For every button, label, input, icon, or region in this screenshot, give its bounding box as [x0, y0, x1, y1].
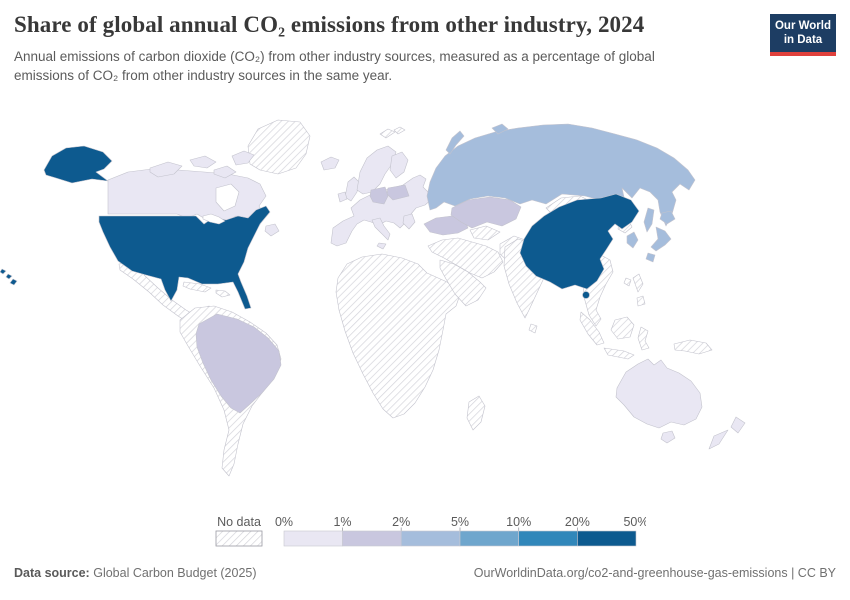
owid-logo-red-bar [770, 51, 836, 56]
region-borneo-no-data[interactable] [611, 317, 634, 339]
legend-bin-swatch-2-5[interactable] [400, 530, 461, 547]
legend-no-data: No data [215, 515, 263, 547]
page-title: Share of global annual CO₂ emissions fro… [14, 12, 645, 37]
legend-tick-label: 0% [275, 515, 293, 529]
country-italy[interactable] [372, 218, 390, 249]
legend-bin-swatch-0-1[interactable] [283, 530, 343, 547]
owid-logo[interactable]: Our World in Data [770, 14, 836, 56]
data-source: Data source: Global Carbon Budget (2025) [14, 566, 257, 580]
legend-bin-swatch-10-20[interactable] [518, 530, 578, 547]
hudson-bay [216, 184, 239, 211]
chart-subtitle: Annual emissions of carbon dioxide (CO₂)… [14, 49, 655, 84]
legend-tick-label: 20% [565, 515, 590, 529]
region-sumatra-no-data[interactable] [580, 312, 604, 345]
world-map-svg [0, 112, 850, 510]
owid-logo-text: Our World in Data [770, 14, 836, 52]
region-greenland-no-data[interactable] [248, 120, 310, 174]
region-new-guinea-no-data[interactable] [674, 340, 712, 354]
country-united-states-alaska[interactable] [44, 146, 112, 183]
attribution-link[interactable]: OurWorldinData.org/co2-and-greenhouse-ga… [473, 566, 836, 580]
region-arabia-no-data[interactable] [440, 260, 486, 306]
region-taiwan-no-data[interactable] [624, 278, 631, 286]
world-map [0, 112, 850, 510]
region-cuba-no-data[interactable] [183, 282, 211, 292]
country-russia-sakhalin[interactable] [644, 208, 654, 232]
country-united-states-hawaii[interactable] [0, 269, 17, 285]
region-svalbard-no-data[interactable] [380, 127, 405, 138]
country-finland[interactable] [390, 152, 408, 178]
map-legend: No data 0% 1% 2% 5% 10% 20% 50% [0, 512, 850, 554]
country-japan[interactable] [646, 211, 675, 262]
country-germany[interactable] [370, 187, 388, 204]
country-brazil[interactable] [196, 314, 281, 413]
legend-tick-label: 2% [392, 515, 410, 529]
country-china-hainan[interactable] [583, 292, 590, 299]
legend-bin-swatch-1-2[interactable] [342, 530, 402, 547]
region-sri-lanka-no-data[interactable] [529, 324, 537, 333]
country-greece[interactable] [403, 214, 415, 229]
country-ireland[interactable] [338, 192, 347, 202]
legend-tick-label: 5% [451, 515, 469, 529]
footer: Data source: Global Carbon Budget (2025)… [14, 566, 836, 580]
region-central-asia-no-data[interactable] [470, 226, 500, 240]
country-turkey[interactable] [424, 216, 468, 235]
no-data-swatch[interactable] [215, 530, 263, 547]
data-source-value: Global Carbon Budget (2025) [93, 566, 257, 580]
country-australia-tasmania[interactable] [661, 431, 675, 443]
legend-tick-label: 1% [333, 515, 351, 529]
region-madagascar-no-data[interactable] [467, 396, 485, 430]
region-europe-mainland[interactable] [331, 175, 431, 246]
data-source-label: Data source: [14, 566, 90, 580]
legend-tick-label: 50% [623, 515, 646, 529]
legend-bin-swatch-20-50[interactable] [577, 530, 637, 547]
region-philippines-no-data[interactable] [633, 274, 645, 306]
country-poland[interactable] [387, 185, 409, 200]
region-hispaniola-no-data[interactable] [216, 290, 230, 297]
great-lakes [203, 214, 225, 224]
country-australia[interactable] [616, 359, 702, 428]
country-canada-arctic-islands[interactable] [150, 151, 254, 178]
country-new-zealand[interactable] [709, 417, 745, 449]
region-java-no-data[interactable] [604, 348, 634, 359]
country-iceland[interactable] [321, 157, 339, 170]
legend-color-bar: 0% 1% 2% 5% 10% 20% 50% [275, 515, 646, 547]
header: Share of global annual CO₂ emissions fro… [14, 12, 836, 85]
country-canada-newfoundland[interactable] [265, 224, 279, 236]
country-kazakhstan[interactable] [451, 197, 521, 228]
legend-bin-swatch-5-10[interactable] [459, 530, 520, 547]
legend-tick-label: 10% [506, 515, 531, 529]
country-south-korea[interactable] [627, 232, 638, 248]
region-middle-east-no-data[interactable] [428, 238, 503, 278]
no-data-label: No data [217, 515, 261, 529]
country-russia-novaya-zemlya[interactable] [446, 124, 508, 154]
country-china[interactable] [520, 194, 639, 289]
country-united-states[interactable] [99, 206, 270, 309]
region-sulawesi-no-data[interactable] [638, 327, 649, 350]
region-africa-no-data[interactable] [336, 254, 461, 418]
